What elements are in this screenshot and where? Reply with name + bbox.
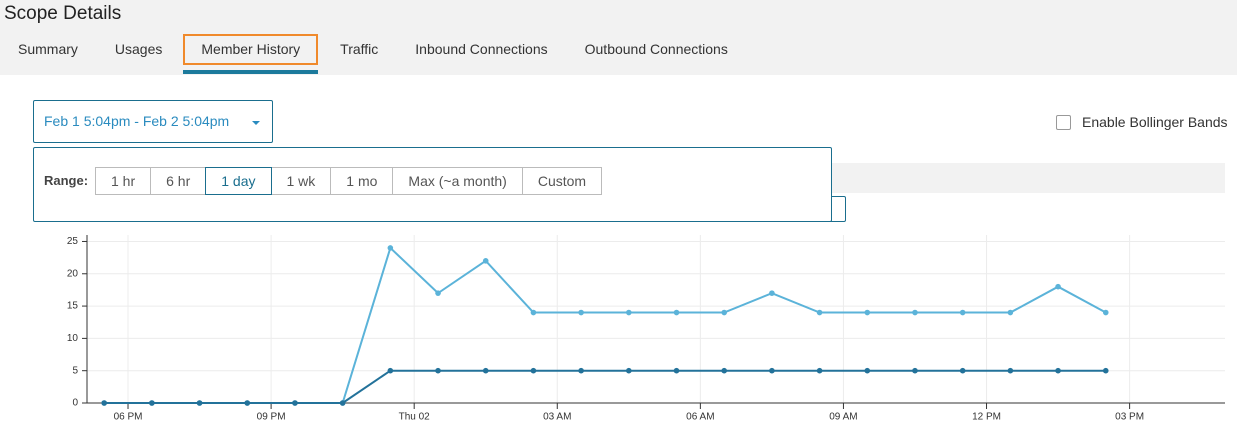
series-line bbox=[104, 246, 1107, 404]
data-point bbox=[864, 367, 871, 374]
data-point bbox=[816, 367, 823, 374]
tab[interactable]: Outbound Connections bbox=[584, 41, 728, 57]
date-range-dropdown[interactable]: Feb 1 5:04pm - Feb 2 5:04pm bbox=[33, 100, 273, 143]
range-button[interactable]: Custom bbox=[521, 167, 603, 195]
data-point bbox=[626, 309, 632, 316]
data-point bbox=[721, 367, 728, 374]
range-button[interactable]: Max (~a month) bbox=[392, 167, 523, 195]
data-point bbox=[864, 309, 871, 316]
x-tick-label: 09 PM bbox=[257, 412, 286, 423]
data-point bbox=[769, 290, 775, 296]
data-point bbox=[1055, 283, 1061, 290]
data-point bbox=[387, 367, 394, 374]
x-tick-label: 06 PM bbox=[114, 412, 143, 423]
x-tick-label: Thu 02 bbox=[399, 412, 431, 423]
data-point bbox=[482, 258, 489, 264]
checkbox[interactable] bbox=[1056, 114, 1071, 130]
data-point bbox=[912, 309, 918, 316]
data-point bbox=[959, 309, 966, 316]
tab[interactable]: Member History bbox=[183, 34, 319, 74]
range-panel: Range: 1 hr 6 hr 1 day 1 wk 1 mo Max (~a mont… bbox=[33, 147, 832, 222]
data-point bbox=[721, 309, 728, 316]
data-point bbox=[1102, 309, 1109, 316]
series-line bbox=[104, 369, 1106, 404]
x-tick-label: 03 AM bbox=[543, 412, 571, 423]
data-point bbox=[530, 309, 537, 316]
data-point bbox=[196, 400, 203, 406]
data-point bbox=[244, 400, 251, 406]
y-tick-label: 0 bbox=[72, 398, 78, 409]
checkbox-label: Enable Bollinger Bands bbox=[1082, 114, 1228, 130]
data-point bbox=[339, 400, 346, 406]
x-tick-label: 09 AM bbox=[829, 412, 857, 423]
data-point bbox=[1007, 367, 1014, 374]
tab[interactable]: Traffic bbox=[340, 41, 379, 57]
data-point bbox=[482, 367, 489, 374]
tab[interactable]: Inbound Connections bbox=[415, 41, 548, 57]
x-tick-label: 03 PM bbox=[1115, 412, 1144, 423]
y-tick-label: 10 bbox=[67, 333, 79, 344]
page-title: Scope Details bbox=[4, 3, 122, 24]
y-tick-label: 5 bbox=[72, 365, 78, 376]
data-point bbox=[1055, 367, 1061, 374]
data-point bbox=[435, 367, 441, 374]
range-button[interactable]: 1 day bbox=[205, 167, 272, 195]
data-point bbox=[387, 245, 394, 251]
data-point bbox=[1102, 367, 1109, 374]
tab[interactable]: Usages bbox=[114, 41, 163, 57]
data-point bbox=[292, 400, 298, 406]
top-bar bbox=[0, 0, 1237, 75]
range-button[interactable]: 1 hr bbox=[95, 167, 152, 195]
toolbar-background bbox=[832, 163, 1225, 193]
data-point bbox=[578, 367, 584, 374]
data-point bbox=[912, 367, 918, 374]
y-tick-label: 25 bbox=[67, 236, 79, 247]
data-point bbox=[435, 290, 441, 296]
tab-bar: Summary Usages Member History Traffic Inboun… bbox=[0, 34, 747, 74]
bollinger-checkbox[interactable]: Enable Bollinger Bands bbox=[1056, 114, 1228, 130]
data-point bbox=[1007, 309, 1014, 316]
data-point bbox=[149, 400, 155, 406]
data-point bbox=[578, 309, 584, 316]
data-point bbox=[769, 367, 775, 374]
x-tick-label: 06 AM bbox=[686, 412, 714, 423]
y-tick-label: 15 bbox=[67, 301, 79, 312]
data-point bbox=[673, 309, 680, 316]
y-tick-label: 20 bbox=[67, 268, 79, 279]
range-button[interactable]: 1 wk bbox=[270, 167, 332, 195]
data-point bbox=[626, 367, 632, 374]
range-button[interactable]: 1 mo bbox=[330, 167, 394, 195]
x-tick-label: 12 PM bbox=[972, 412, 1001, 423]
data-point bbox=[816, 309, 823, 316]
data-point bbox=[530, 367, 537, 374]
range-buttons: 1 hr 6 hr 1 day 1 wk 1 mo Max (~a month) Custo… bbox=[95, 167, 603, 195]
data-point bbox=[101, 400, 107, 406]
data-point bbox=[959, 367, 966, 374]
range-button[interactable]: 6 hr bbox=[150, 167, 207, 195]
tab[interactable]: Summary bbox=[18, 41, 78, 57]
range-label: Range: bbox=[44, 173, 89, 188]
data-point bbox=[673, 367, 680, 374]
